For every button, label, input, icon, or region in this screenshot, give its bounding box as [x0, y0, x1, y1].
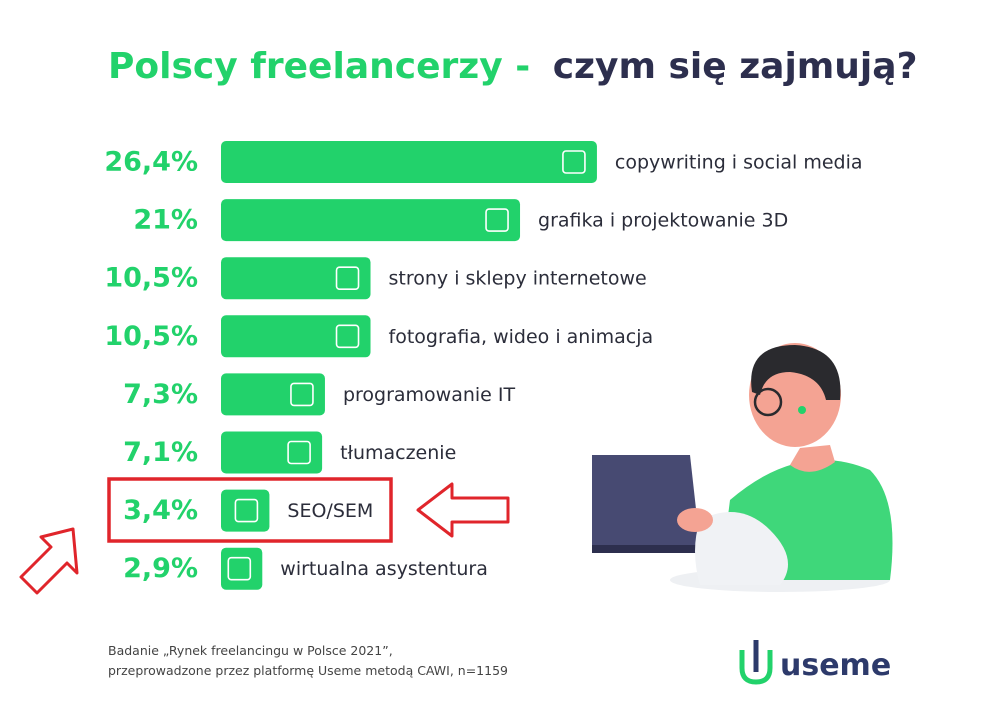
bar — [221, 257, 371, 300]
category-label: wirtualna asystentura — [280, 558, 488, 580]
bar-icon — [234, 498, 259, 523]
value-label: 21% — [133, 205, 198, 236]
bar — [221, 141, 597, 183]
bar-icon — [287, 440, 311, 465]
value-label: 26,4% — [104, 147, 198, 178]
arrow-left — [19, 527, 79, 595]
bar-icon — [335, 266, 360, 291]
category-label: programowanie IT — [343, 384, 516, 406]
bar — [221, 547, 263, 590]
category-label: strony i sklepy internetowe — [389, 268, 647, 290]
bars: 26,4% copywriting i social media 21% grafik… — [104, 141, 863, 590]
bar-icon — [290, 382, 314, 407]
source-line: Badanie „Rynek freelancingu w Polsce 202… — [108, 643, 393, 658]
bar-icon — [562, 150, 586, 174]
title-rest: czym się zajmują? — [553, 46, 918, 87]
bar — [221, 315, 371, 358]
bar-icon — [485, 208, 509, 232]
category-label: fotografia, wideo i animacja — [389, 326, 654, 348]
bar-icon — [227, 556, 252, 581]
source-line: przeprowadzone przez platformę Useme met… — [108, 663, 508, 678]
illustration — [592, 343, 893, 592]
bar-icon — [335, 324, 360, 349]
category-label: tłumaczenie — [340, 442, 456, 464]
bar — [221, 373, 325, 416]
brand-name: useme — [780, 648, 891, 683]
value-label: 10,5% — [104, 263, 198, 294]
highlight-box — [107, 477, 393, 543]
bar — [221, 199, 521, 242]
title-highlight: Polscy freelancerzy - — [108, 46, 530, 87]
brand-logo: useme — [739, 640, 891, 685]
arrow-right — [416, 482, 510, 538]
chart-title: Polscy freelancerzy - czym się zajmują? — [108, 46, 917, 87]
value-label: 2,9% — [123, 553, 198, 584]
value-label: 3,4% — [123, 495, 198, 526]
bar — [221, 489, 270, 532]
value-label: 10,5% — [104, 321, 198, 352]
category-label: copywriting i social media — [615, 152, 863, 174]
value-label: 7,3% — [123, 379, 198, 410]
bar — [221, 431, 323, 474]
category-label: SEO/SEM — [287, 500, 373, 522]
category-label: grafika i projektowanie 3D — [538, 210, 788, 232]
value-label: 7,1% — [123, 437, 198, 468]
